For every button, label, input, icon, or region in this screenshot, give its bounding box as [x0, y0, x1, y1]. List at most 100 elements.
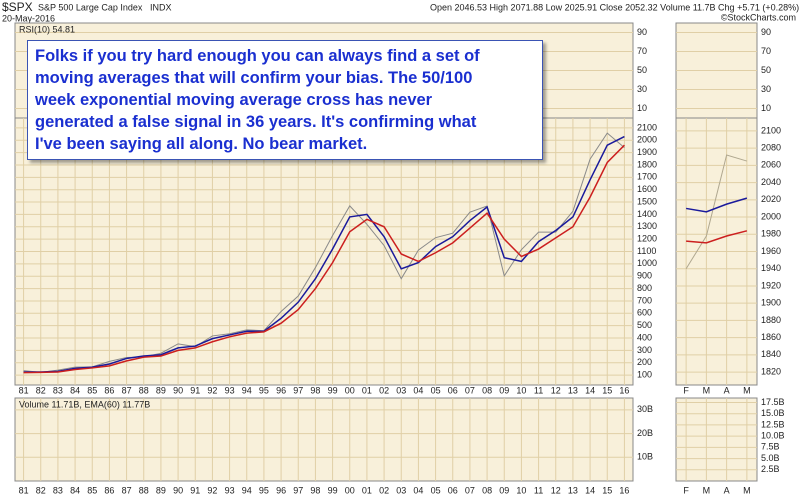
- x-tick-label: 13: [568, 385, 578, 395]
- panel-title: RSI(10) 54.81: [19, 24, 75, 34]
- x-tick-label: 15: [602, 485, 612, 495]
- series-line: [23, 135, 625, 373]
- y-tick-label: 90: [761, 27, 771, 37]
- x-tick-label: A: [724, 485, 730, 495]
- y-tick-label: 700: [637, 295, 652, 305]
- y-tick-label: 50: [637, 65, 647, 75]
- x-tick-label: 84: [70, 385, 80, 395]
- x-tick-label: 03: [396, 485, 406, 495]
- y-tick-label: 2040: [761, 177, 781, 187]
- x-tick-label: 09: [499, 485, 509, 495]
- x-tick-label: 88: [139, 385, 149, 395]
- x-tick-label: 96: [276, 485, 286, 495]
- x-tick-label: 93: [225, 385, 235, 395]
- y-tick-label: 600: [637, 308, 652, 318]
- x-tick-label: 84: [70, 485, 80, 495]
- y-tick-label: 70: [637, 46, 647, 56]
- x-tick-label: 01: [362, 385, 372, 395]
- annotation-line: I've been saying all along. No bear mark…: [35, 135, 368, 153]
- x-tick-label: M: [743, 385, 751, 395]
- x-tick-label: 83: [53, 485, 63, 495]
- x-tick-label: 81: [19, 485, 29, 495]
- y-tick-label: 1900: [637, 147, 657, 157]
- x-tick-label: 09: [499, 385, 509, 395]
- y-tick-label: 2100: [637, 122, 657, 132]
- x-tick-label: 00: [345, 385, 355, 395]
- y-tick-label: 1000: [637, 258, 657, 268]
- y-tick-label: 1920: [761, 280, 781, 290]
- y-tick-label: 20B: [637, 428, 653, 438]
- x-tick-label: 14: [585, 385, 595, 395]
- y-tick-label: 300: [637, 345, 652, 355]
- x-tick-label: 86: [104, 485, 114, 495]
- x-tick-label: 85: [87, 485, 97, 495]
- x-tick-label: 82: [36, 485, 46, 495]
- x-tick-label: 89: [156, 385, 166, 395]
- x-tick-label: 81: [19, 385, 29, 395]
- y-tick-label: 2080: [761, 143, 781, 153]
- x-tick-label: 82: [36, 385, 46, 395]
- y-tick-label: 1400: [637, 209, 657, 219]
- y-tick-label: 800: [637, 283, 652, 293]
- y-tick-label: 1880: [761, 315, 781, 325]
- y-tick-label: 1800: [637, 159, 657, 169]
- y-tick-label: 1100: [637, 246, 656, 256]
- y-tick-label: 2.5B: [761, 464, 780, 474]
- x-tick-label: 99: [328, 385, 338, 395]
- y-tick-label: 10: [637, 103, 647, 113]
- y-tick-label: 12.5B: [761, 419, 785, 429]
- x-tick-label: 90: [173, 485, 183, 495]
- x-tick-label: 92: [207, 485, 217, 495]
- source: ©StockCharts.com: [721, 12, 796, 22]
- y-tick-label: 70: [761, 46, 771, 56]
- annotation: Folks if you try hard enough you can alw…: [27, 40, 543, 160]
- annotation-line: generated a false signal in 36 years. It…: [35, 113, 477, 131]
- y-tick-label: 7.5B: [761, 442, 780, 452]
- annotation-line: Folks if you try hard enough you can alw…: [35, 47, 480, 65]
- x-tick-label: 87: [122, 485, 132, 495]
- x-tick-label: 10: [516, 385, 526, 395]
- x-tick-label: 03: [396, 385, 406, 395]
- series-line: [685, 197, 748, 213]
- x-tick-label: 94: [242, 385, 252, 395]
- symbol: $SPX: [2, 0, 33, 14]
- y-tick-label: 1200: [637, 234, 657, 244]
- x-tick-label: 96: [276, 385, 286, 395]
- y-tick-label: 400: [637, 332, 652, 342]
- x-tick-label: 11: [534, 385, 543, 395]
- x-tick-label: 98: [310, 385, 320, 395]
- y-tick-label: 1820: [761, 366, 781, 376]
- x-tick-label: 08: [482, 385, 492, 395]
- x-tick-label: 14: [585, 485, 595, 495]
- x-tick-label: 95: [259, 385, 269, 395]
- y-tick-label: 200: [637, 357, 652, 367]
- series-line: [23, 144, 625, 374]
- x-tick-label: 08: [482, 485, 492, 495]
- x-tick-label: 95: [259, 485, 269, 495]
- y-tick-label: 17.5B: [761, 397, 785, 407]
- series-line: [685, 154, 748, 269]
- y-tick-label: 30: [637, 84, 647, 94]
- x-tick-label: 16: [619, 485, 629, 495]
- x-tick-label: M: [743, 485, 751, 495]
- y-tick-label: 1500: [637, 196, 657, 206]
- x-tick-label: 93: [225, 485, 235, 495]
- x-tick-label: 16: [619, 385, 629, 395]
- x-tick-label: 10: [516, 485, 526, 495]
- y-tick-label: 2060: [761, 160, 781, 170]
- y-tick-label: 10.0B: [761, 431, 785, 441]
- y-tick-label: 500: [637, 320, 652, 330]
- panel-background: [14, 397, 634, 482]
- x-tick-label: 86: [104, 385, 114, 395]
- x-tick-label: F: [683, 485, 689, 495]
- y-tick-label: 5.0B: [761, 453, 780, 463]
- y-tick-label: 1700: [637, 172, 657, 182]
- x-tick-label: 90: [173, 385, 183, 395]
- panel-background: [675, 397, 758, 482]
- y-tick-label: 30: [761, 84, 771, 94]
- y-tick-label: 1980: [761, 229, 781, 239]
- x-tick-label: 05: [431, 385, 441, 395]
- quote: Open 2046.53 High 2071.88 Low 2025.91 Cl…: [430, 2, 799, 12]
- x-tick-label: 07: [465, 385, 475, 395]
- x-tick-label: 02: [379, 485, 389, 495]
